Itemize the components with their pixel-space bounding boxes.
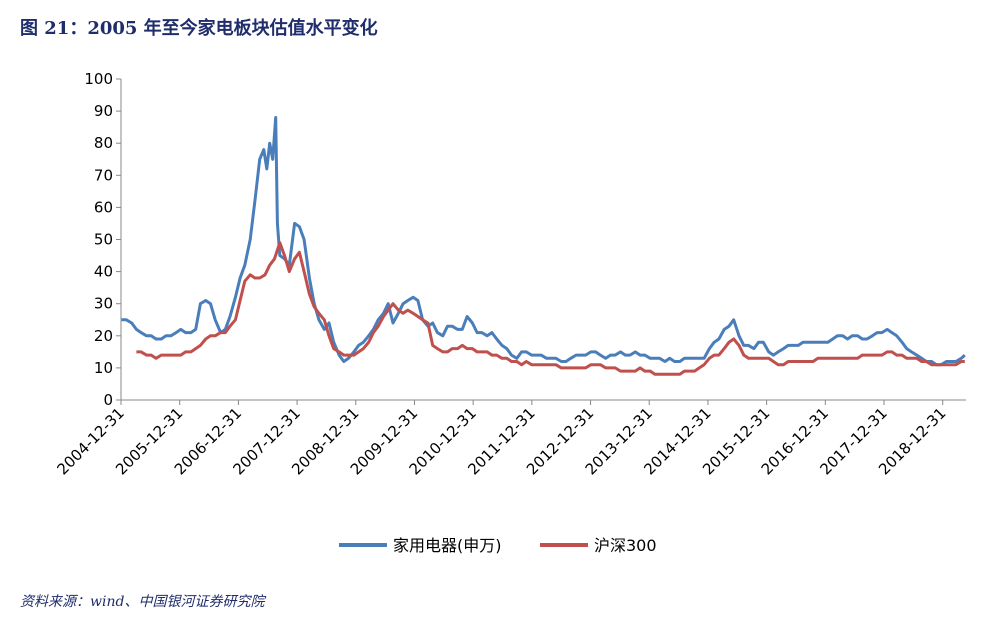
legend: 家用电器(申万) 沪深300 xyxy=(339,536,657,555)
figure-title: 图 21：2005 年至今家电板块估值水平变化 xyxy=(20,18,378,39)
y-tick-label: 20 xyxy=(94,327,113,345)
y-tick-label: 70 xyxy=(94,166,113,184)
y-tick-label: 30 xyxy=(94,295,113,313)
axes: 01020304050607080901002004-12-312005-12-… xyxy=(53,70,966,478)
y-tick-label: 50 xyxy=(94,231,113,249)
y-tick-label: 90 xyxy=(94,102,113,120)
legend-label-csi300: 沪深300 xyxy=(594,536,657,555)
y-tick-label: 40 xyxy=(94,263,113,281)
series-line-csi300 xyxy=(136,241,965,376)
y-tick-label: 80 xyxy=(94,134,113,152)
y-tick-label: 60 xyxy=(94,198,113,216)
legend-label-appliances: 家用电器(申万) xyxy=(393,536,502,555)
series-line-appliances xyxy=(121,116,966,367)
y-tick-label: 10 xyxy=(94,359,113,377)
y-tick-label: 0 xyxy=(103,391,113,409)
series-lines xyxy=(121,116,966,376)
y-tick-label: 100 xyxy=(84,70,113,88)
source-note: 资料来源：wind、中国银河证券研究院 xyxy=(20,594,265,610)
